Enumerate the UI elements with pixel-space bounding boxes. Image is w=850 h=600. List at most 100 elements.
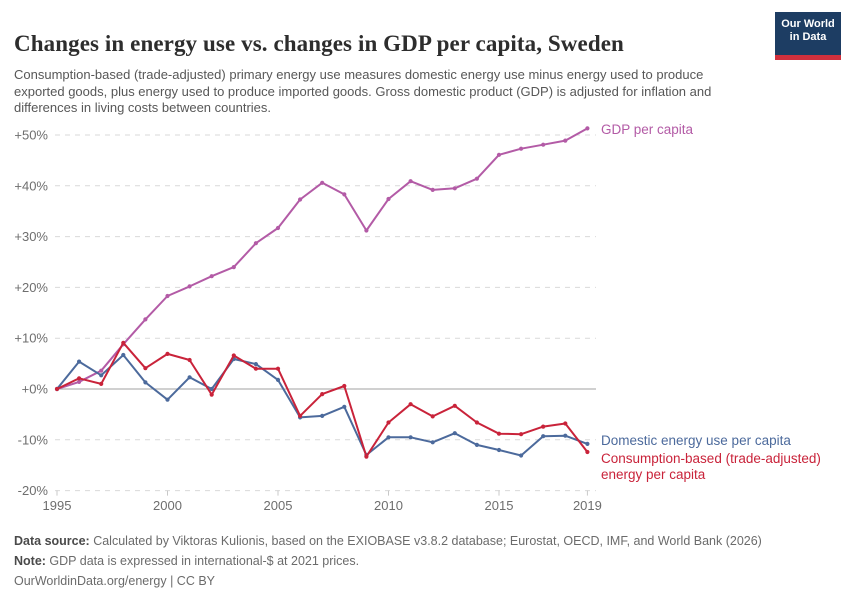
data-point [496,447,502,453]
x-axis [56,490,588,496]
data-point [77,376,82,381]
y-axis-tick-label: -10% [18,432,49,447]
series-line-gdp-per-capita [56,127,589,390]
x-axis-tick-label: 2000 [153,498,182,513]
line-chart: +50% +40% +30% +20% +10% +0% -10% -20%1995 2000 2… [14,122,821,513]
data-point [165,293,170,299]
data-point [253,241,258,246]
data-point [430,187,435,192]
data-point [231,353,236,358]
data-point [585,126,590,131]
data-point [408,435,413,440]
data-point [408,179,413,184]
y-axis-tick-label: +0% [22,382,49,397]
series-consumption-based-trade-adjusted-energy-per-capita[interactable] [54,340,590,459]
data-point [143,317,148,322]
note-label: Note: [14,554,46,568]
series-gdp-per-capita[interactable] [54,126,590,392]
license-link[interactable]: OurWorldinData.org/energy | CC BY [14,574,216,588]
data-point [143,366,148,371]
y-gridlines [55,134,596,492]
data-point [209,386,214,392]
data-point [187,375,192,380]
data-point [77,359,82,364]
series-label-domestic-energy-use-per-capita[interactable]: Domestic energy use per capita [601,433,791,448]
data-point [165,397,170,402]
data-point [253,362,258,367]
data-point [298,413,303,418]
data-point [563,138,568,143]
data-point [253,366,258,371]
data-point [275,225,281,231]
data-point [452,403,457,408]
data-point [585,441,590,446]
data-point [99,381,104,386]
data-point [320,413,325,418]
data-point [496,431,502,436]
data-point [430,414,435,419]
note-text: GDP data is expressed in international-$… [45,554,360,568]
data-point [320,392,325,397]
data-point [209,274,214,279]
x-axis-tick-label: 2019 [573,498,602,513]
data-point [563,433,568,438]
data-point [563,421,568,426]
data-point [165,351,170,356]
y-axis-tick-label: +30% [14,229,48,244]
owid-logo-line2: in Data [789,31,827,43]
chart-footer: Data source: Calculated by Viktoras Kuli… [14,531,814,591]
data-point [519,432,524,437]
data-point [430,440,435,445]
data-point [496,152,502,157]
series-label-gdp-per-capita[interactable]: GDP per capita [601,122,694,137]
data-point [320,180,325,185]
data-point [585,449,590,455]
x-axis-tick-label: 2015 [485,498,514,513]
data-point [541,424,546,429]
x-axis-tick-label: 2005 [264,498,293,513]
y-axis-tick-label: +40% [14,178,48,193]
data-point [121,352,126,358]
y-axis-tick-label: +50% [14,128,48,143]
data-point [121,340,126,345]
series-domestic-energy-use-per-capita[interactable] [54,352,590,458]
data-point [342,383,347,389]
data-point [452,186,457,191]
y-axis-tick-label: +10% [14,331,48,346]
data-point [519,453,524,458]
data-point [386,196,391,202]
owid-logo[interactable]: Our World in Data [775,12,841,60]
data-point [99,368,104,373]
data-point [519,146,524,151]
data-point [541,142,546,147]
y-axis-tick-label: +20% [14,280,48,295]
data-point [298,197,303,202]
data-point [143,380,148,385]
data-source-line: Data source: Calculated by Viktoras Kuli… [14,531,814,551]
data-point [342,192,347,197]
page-title: Changes in energy use vs. changes in GDP… [14,31,624,57]
data-point [474,420,479,425]
data-point [231,265,236,270]
note-line: Note: GDP data is expressed in internati… [14,551,814,571]
data-point [54,386,60,392]
x-axis-tick-label: 2010 [374,498,403,513]
data-point [342,404,347,409]
data-point [474,176,479,181]
data-point [364,454,369,459]
data-point [275,366,281,371]
series-label-consumption-based-trade-adjusted-energy-per-capita[interactable]: Consumption-based (trade-adjusted) [601,451,821,466]
data-point [275,377,281,382]
series-label-consumption-based-trade-adjusted-energy-per-capita[interactable]: energy per capita [601,467,706,482]
owid-logo-line1: Our World [781,18,835,30]
chart-subtitle: Consumption-based (trade-adjusted) prima… [14,67,712,115]
data-point [77,379,82,384]
data-point [386,420,391,425]
data-point [474,442,479,447]
data-point [386,435,391,440]
data-point [541,434,546,439]
data-point [452,431,457,436]
data-point [187,357,192,363]
data-point [99,373,104,378]
